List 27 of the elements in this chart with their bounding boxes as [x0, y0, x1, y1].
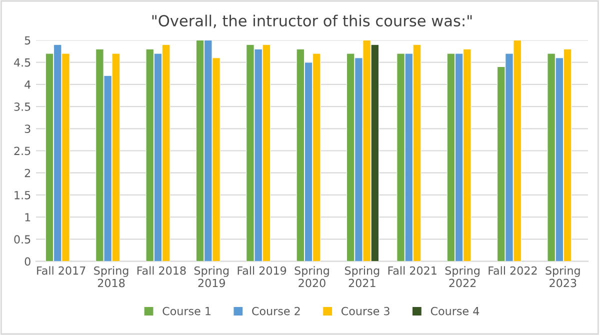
- y-tick-label: 5: [24, 36, 30, 45]
- legend-label: Course 2: [252, 306, 300, 316]
- x-tick-label: Spring 2022: [445, 266, 480, 288]
- y-tick-label: 4: [24, 80, 31, 89]
- x-tick-label: Fall 2018: [137, 266, 186, 275]
- legend-label: Course 3: [342, 306, 390, 316]
- y-tick-label: 4.5: [14, 58, 30, 67]
- y-tick-label: 2.5: [14, 146, 30, 156]
- y-tick-label: 3.5: [14, 102, 30, 111]
- x-tick-label: Spring 2020: [294, 266, 329, 288]
- y-tick-label: 0.5: [14, 235, 30, 244]
- x-tick-label: Spring 2023: [546, 266, 580, 288]
- x-tick-label: Spring 2019: [194, 266, 229, 288]
- chart-title: "Overall, the intructor of this course was:": [152, 14, 472, 28]
- y-tick-label: 1.5: [14, 191, 30, 200]
- legend-label: Course 4: [430, 306, 480, 316]
- y-tick-label: 2: [24, 168, 30, 178]
- y-tick-label: 0: [24, 257, 30, 266]
- x-tick-label: Fall 2021: [388, 266, 436, 275]
- x-tick-label: Spring 2021: [344, 266, 380, 288]
- y-tick-label: 1: [25, 213, 30, 222]
- x-tick-label: Fall 2017: [37, 266, 86, 275]
- x-tick-label: Fall 2019: [238, 266, 286, 275]
- x-tick-label: Fall 2022: [488, 266, 537, 275]
- y-tick-label: 3: [24, 124, 30, 134]
- legend-label: Course 1: [162, 306, 210, 316]
- x-tick-label: Spring 2018: [94, 266, 128, 288]
